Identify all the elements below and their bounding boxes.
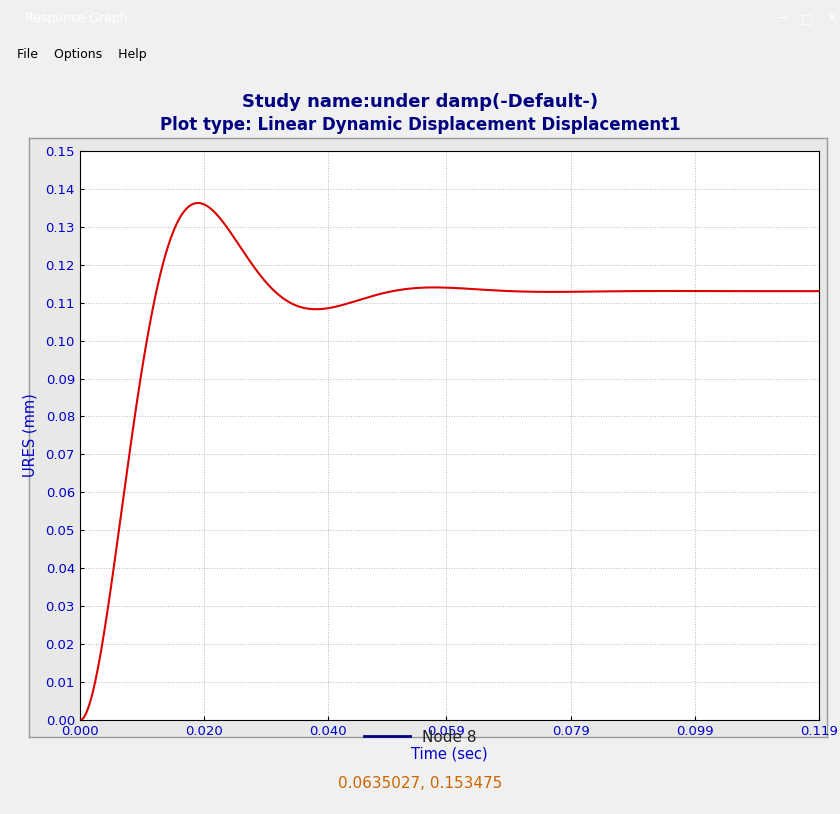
Text: ─: ─ (777, 11, 785, 26)
Y-axis label: URES (mm): URES (mm) (22, 394, 37, 477)
X-axis label: Time (sec): Time (sec) (411, 746, 488, 762)
Legend: Node 8: Node 8 (358, 724, 482, 751)
Text: ✕: ✕ (827, 12, 837, 24)
Text: File    Options    Help: File Options Help (17, 49, 146, 61)
Text: 0.0635027, 0.153475: 0.0635027, 0.153475 (338, 776, 502, 790)
Text: □: □ (801, 12, 812, 24)
Text: Response Graph: Response Graph (25, 12, 128, 24)
Text: Plot type: Linear Dynamic Displacement Displacement1: Plot type: Linear Dynamic Displacement D… (160, 116, 680, 133)
Text: Study name:under damp(-Default-): Study name:under damp(-Default-) (242, 93, 598, 111)
